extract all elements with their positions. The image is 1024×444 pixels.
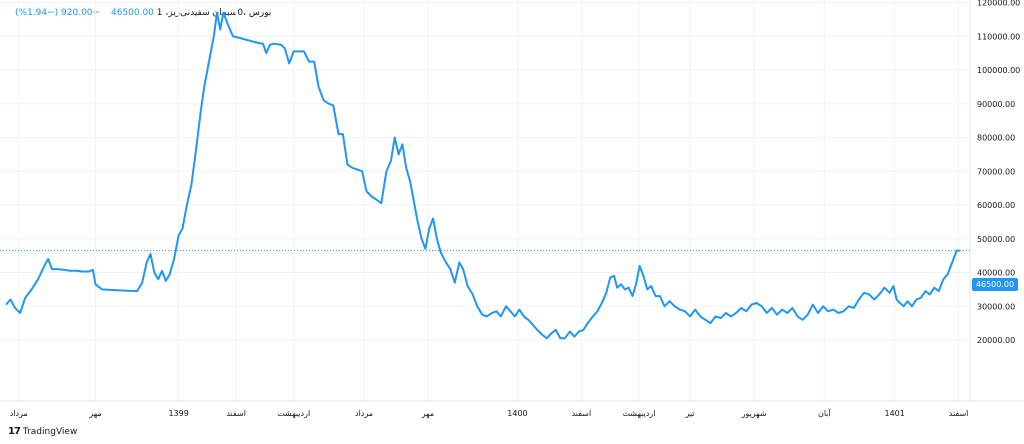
tradingview-name: TradingView: [22, 426, 78, 437]
chart-grid: [0, 0, 970, 401]
y-tick-label: 120000.00: [977, 0, 1020, 8]
price-change-header: −920.00 (−1.94%): [15, 8, 101, 18]
tradingview-branding[interactable]: 17 TradingView: [8, 426, 77, 437]
x-tick-label: اسفند: [226, 409, 246, 418]
x-tick-label: 1399: [168, 409, 188, 418]
y-tick-label: 20000.00: [977, 336, 1015, 345]
chart-header: بورس ،0سیمان سفیدنی‌ریز، 1 46500.00 −920…: [9, 8, 271, 18]
y-tick-label: 60000.00: [977, 201, 1015, 210]
x-tick-label: شهریور: [741, 409, 767, 418]
tradingview-logo-icon: 17: [8, 426, 21, 437]
x-tick-label: اسفند: [949, 409, 969, 418]
y-tick-label: 80000.00: [977, 134, 1015, 143]
x-tick-label: مرداد: [355, 409, 373, 418]
x-tick-label: 1400: [507, 409, 527, 418]
y-tick-label: 30000.00: [977, 302, 1015, 311]
x-tick-label: اسفند: [572, 409, 592, 418]
x-tick-label: مهر: [421, 409, 434, 418]
y-tick-label: 70000.00: [977, 167, 1015, 176]
y-tick-label: 40000.00: [977, 269, 1015, 278]
x-tick-label: تیر: [685, 409, 695, 418]
x-tick-label: 1401: [884, 409, 904, 418]
x-tick-label: اردیبهشت: [622, 409, 655, 418]
price-line-series: [5, 11, 960, 340]
x-tick-label: آبان: [818, 408, 832, 418]
y-tick-label: 110000.00: [977, 32, 1020, 41]
last-price-tag: 46500.00: [972, 278, 1018, 291]
y-tick-label: 100000.00: [977, 66, 1020, 75]
time-axis: مرداد مهر 1399 اسفند اردیبهشت مرداد مهر 1400 اسف…: [10, 408, 969, 418]
x-tick-label: اردیبهشت: [277, 409, 310, 418]
y-tick-label: 90000.00: [977, 100, 1015, 109]
price-axis: 20000.00 30000.00 40000.00 50000.00 60000.00…: [977, 0, 1020, 345]
series-layer: [5, 11, 960, 340]
x-tick-label: مهر: [88, 409, 101, 418]
last-price-header: 46500.00: [110, 8, 154, 18]
y-tick-label: 50000.00: [977, 235, 1015, 244]
x-tick-label: مرداد: [10, 409, 28, 418]
symbol-title[interactable]: بورس ،0سیمان سفیدنی‌ریز، 1: [156, 8, 272, 18]
